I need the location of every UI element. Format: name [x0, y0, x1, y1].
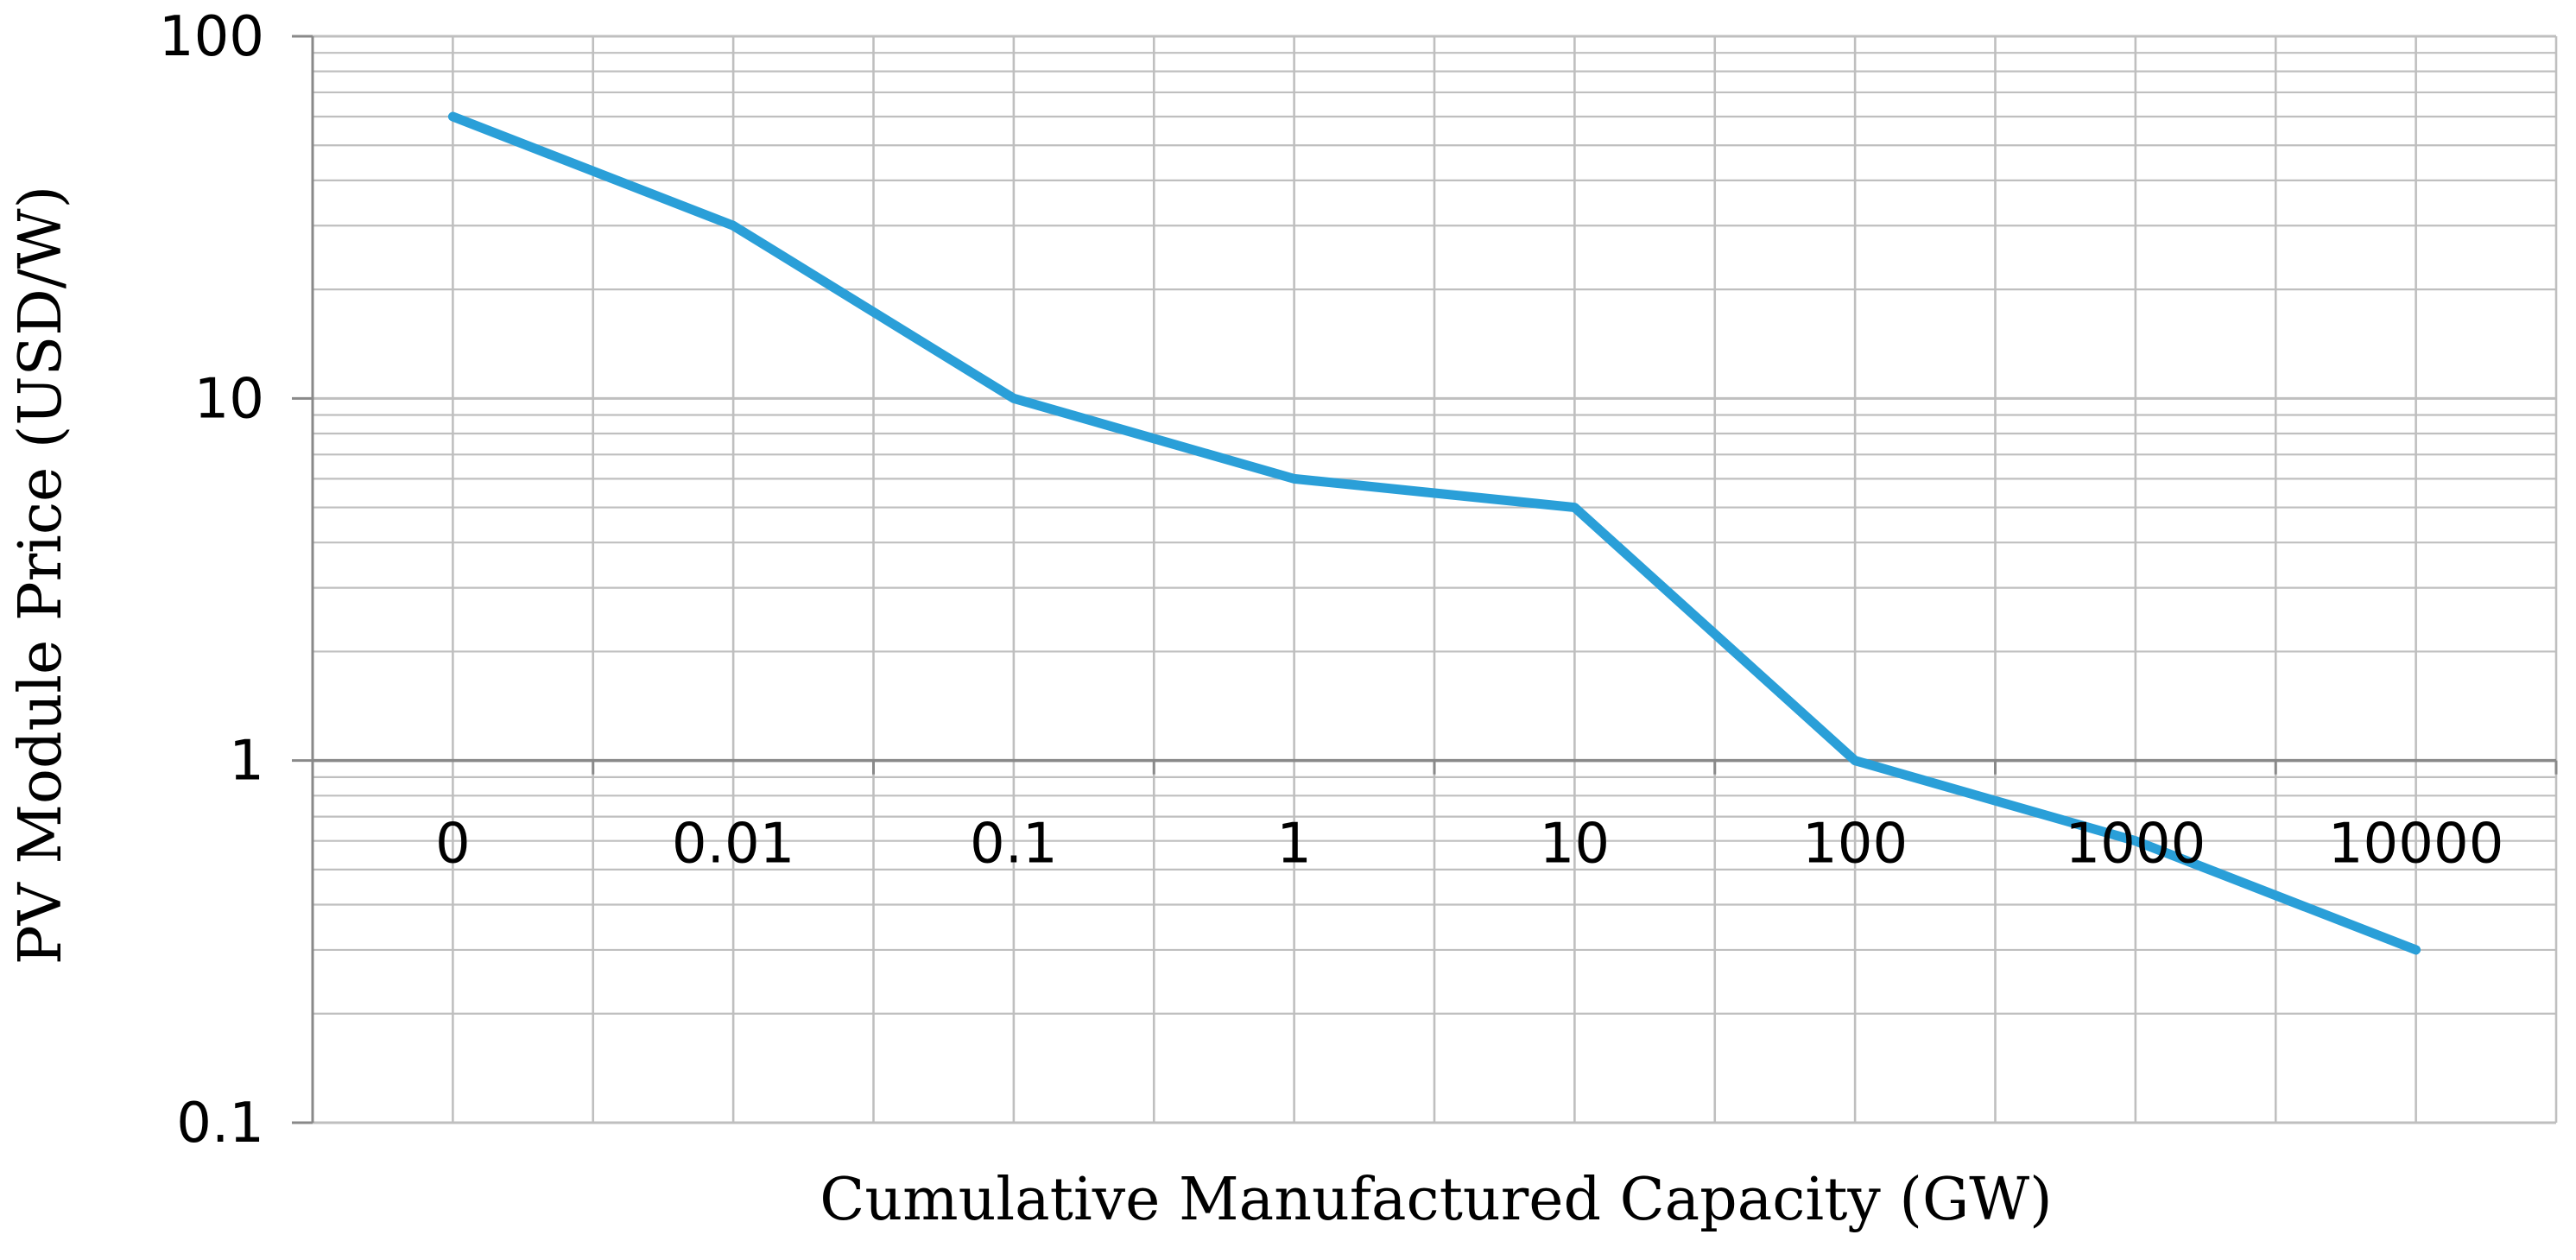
- x-tick-label: 0: [435, 813, 471, 877]
- x-tick-label: 1: [1276, 813, 1312, 877]
- chart-series: [447, 111, 2421, 955]
- x-tick-label: 0.1: [970, 813, 1058, 877]
- y-tick-label: 100: [159, 5, 264, 69]
- series-line-0: [447, 111, 2421, 955]
- x-tick-label: 0.01: [672, 813, 795, 877]
- y-tick-label: 10: [194, 367, 264, 431]
- x-axis-title: Cumulative Manufactured Capacity (GW): [820, 1166, 2052, 1234]
- x-tick-label: 1000: [2065, 813, 2206, 877]
- x-tick-label: 10: [1540, 813, 1610, 877]
- chart-grid: [313, 35, 2558, 1124]
- x-tick-label: 100: [1802, 813, 1908, 877]
- y-axis-title: PV Module Price (USD/W): [7, 186, 75, 965]
- y-tick-label: 0.1: [176, 1092, 264, 1156]
- y-tick-label: 1: [229, 730, 264, 794]
- chart-axes: [292, 35, 2558, 1124]
- x-tick-label: 10000: [2328, 813, 2504, 877]
